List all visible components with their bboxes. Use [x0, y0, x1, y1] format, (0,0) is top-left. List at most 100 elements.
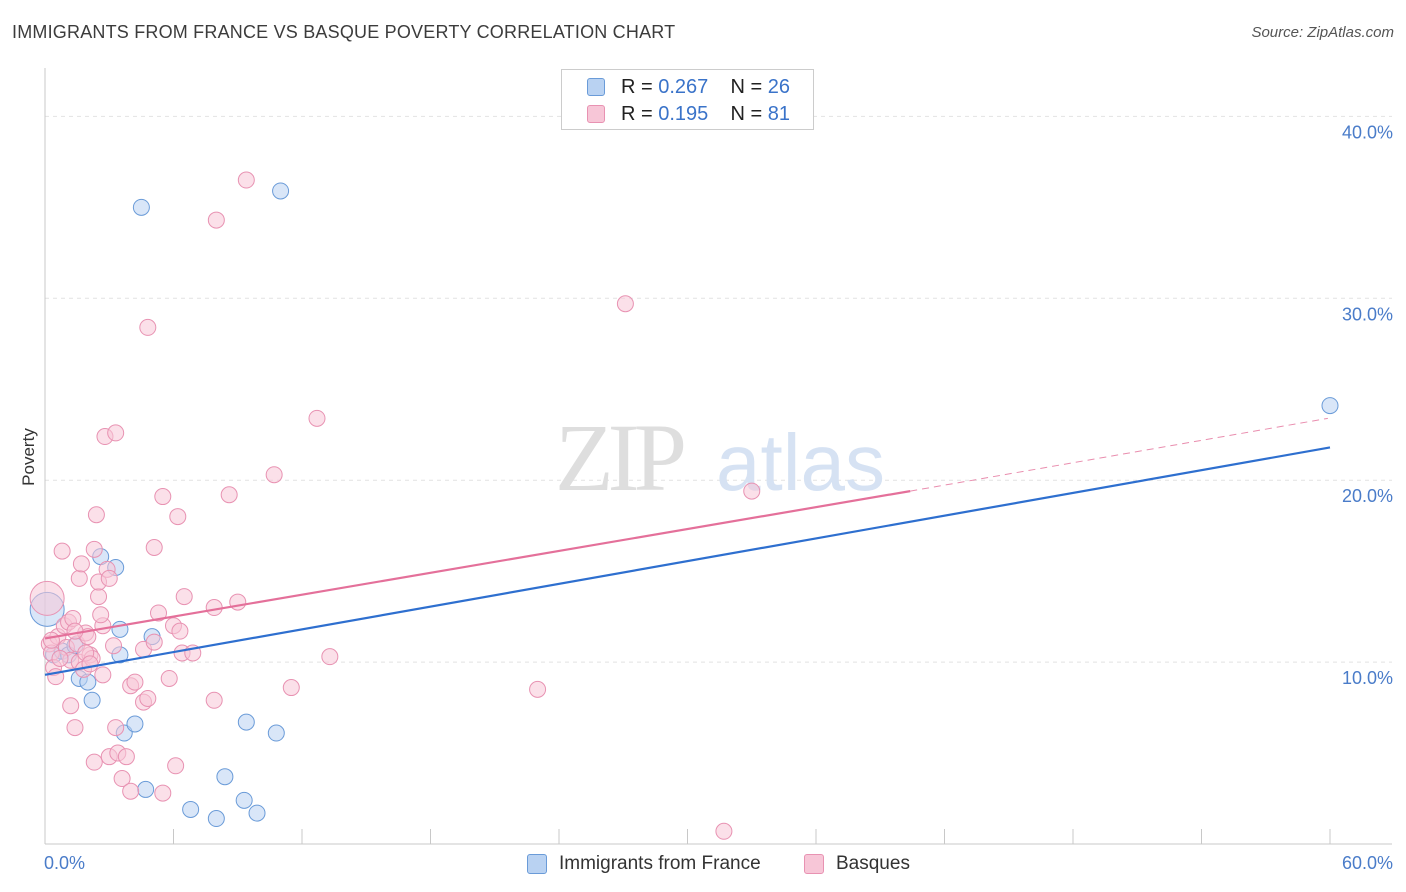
- data-point-basques: [66, 719, 84, 737]
- watermark: ZIP atlas: [555, 404, 885, 511]
- y-axis-label: Poverty: [19, 428, 38, 486]
- data-point-basques: [169, 508, 187, 526]
- data-point-basques: [220, 486, 238, 504]
- data-point-basques: [90, 588, 108, 606]
- data-point-basques: [107, 719, 125, 737]
- data-point-basques: [113, 770, 131, 788]
- data-point-basques: [207, 211, 225, 229]
- chart-title: IMMIGRANTS FROM FRANCE VS BASQUE POVERTY…: [12, 22, 676, 42]
- data-point-basques: [154, 488, 172, 506]
- data-point-basques: [107, 424, 125, 442]
- legend-item-basques: Basques: [804, 851, 910, 877]
- data-point-immigrants-from-france: [126, 715, 144, 733]
- data-point-basques: [529, 680, 547, 698]
- data-point-basques: [154, 784, 172, 802]
- legend-swatch-pink: [804, 854, 824, 874]
- x-tick-label-max: 60.0%: [1342, 853, 1393, 873]
- trend-line-basques: [44, 490, 911, 640]
- data-point-basques: [715, 822, 733, 840]
- legend-item-immigrants-from-france: Immigrants from France: [527, 851, 761, 877]
- y-tick-label: 10.0%: [1342, 668, 1393, 688]
- data-point-immigrants-from-france: [83, 691, 101, 709]
- trend-lines: [44, 417, 1331, 676]
- watermark-zip: ZIP: [555, 404, 684, 511]
- data-point-immigrants-from-france: [248, 804, 266, 822]
- data-point-basques: [171, 622, 189, 640]
- r-value: 0.267: [658, 75, 709, 98]
- series-legend: Immigrants from France Basques: [0, 851, 1406, 877]
- data-point-basques: [92, 606, 110, 624]
- data-point-basques: [139, 318, 157, 336]
- data-point-basques: [308, 409, 326, 427]
- data-point-basques: [160, 669, 178, 687]
- data-point-basques: [282, 679, 300, 697]
- data-point-basques: [145, 538, 163, 556]
- data-point-basques: [205, 691, 223, 709]
- data-point-basques: [205, 599, 223, 617]
- legend-label: Immigrants from France: [559, 853, 761, 874]
- data-point-basques: [72, 555, 90, 573]
- data-point-basques: [321, 648, 339, 666]
- trend-line-immigrants-from-france: [44, 446, 1331, 676]
- r-value: 0.195: [658, 102, 709, 125]
- data-point-basques: [743, 482, 761, 500]
- legend-swatch-blue: [527, 854, 547, 874]
- data-point-basques: [100, 569, 118, 587]
- x-tick-label-min: 0.0%: [44, 853, 85, 873]
- data-point-basques: [85, 753, 103, 771]
- data-point-basques: [122, 782, 140, 800]
- data-point-basques: [175, 588, 193, 606]
- data-point-immigrants-from-france: [235, 791, 253, 809]
- data-point-basques: [616, 295, 634, 313]
- data-point-basques: [150, 604, 168, 622]
- n-label: N =: [730, 75, 763, 98]
- watermark-atlas: atlas: [716, 418, 885, 507]
- source-credit: Source: ZipAtlas.com: [1251, 24, 1394, 41]
- data-point-basques: [62, 697, 80, 715]
- axes: [44, 68, 1392, 845]
- data-point-basques: [51, 649, 69, 667]
- data-point-basques: [167, 757, 185, 775]
- data-point-immigrants-from-france: [132, 198, 150, 216]
- n-value: 26: [767, 75, 791, 98]
- legend-swatch-blue: [587, 78, 605, 96]
- y-tick-label: 30.0%: [1342, 304, 1393, 324]
- legend-swatch-pink: [587, 105, 605, 123]
- data-point-basques: [139, 689, 157, 707]
- correlation-legend: R = 0.267 N = 26 R = 0.195 N = 81: [561, 69, 814, 130]
- data-point-basques: [265, 466, 283, 484]
- trend-line-basques-extension: [910, 417, 1328, 492]
- data-point-basques: [29, 580, 65, 616]
- data-point-immigrants-from-france: [267, 724, 285, 742]
- data-point-basques: [94, 666, 112, 684]
- n-value: 81: [767, 102, 791, 125]
- data-point-basques: [105, 637, 123, 655]
- data-point-basques: [85, 540, 103, 558]
- data-point-basques: [87, 506, 105, 524]
- data-point-basques: [126, 673, 144, 691]
- data-point-immigrants-from-france: [137, 780, 155, 798]
- r-label: R =: [621, 102, 653, 125]
- data-point-basques: [237, 171, 255, 189]
- tick-labels: 10.0% 20.0% 30.0% 40.0% 0.0% 60.0%: [44, 122, 1393, 873]
- data-point-basques: [66, 622, 84, 640]
- data-point-immigrants-from-france: [182, 800, 200, 818]
- y-tick-label: 40.0%: [1342, 122, 1393, 142]
- grid-lines: [45, 115, 1392, 663]
- series-basques: [29, 171, 761, 840]
- n-label: N =: [730, 102, 763, 125]
- legend-label: Basques: [836, 853, 910, 874]
- y-tick-label: 20.0%: [1342, 486, 1393, 506]
- r-label: R =: [621, 75, 653, 98]
- data-point-immigrants-from-france: [1321, 397, 1339, 415]
- data-point-basques: [117, 748, 135, 766]
- data-point-immigrants-from-france: [207, 810, 225, 828]
- data-point-basques: [81, 655, 99, 673]
- series-immigrants-from-france: [29, 182, 1339, 828]
- data-point-basques: [42, 631, 60, 649]
- data-point-basques: [53, 542, 71, 560]
- data-point-immigrants-from-france: [216, 768, 234, 786]
- data-point-immigrants-from-france: [237, 713, 255, 731]
- data-point-basques: [70, 569, 88, 587]
